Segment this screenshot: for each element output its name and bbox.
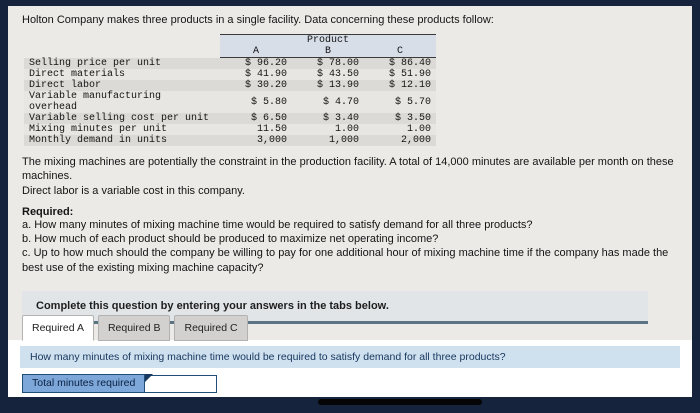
cell-value: $ 5.80: [250, 96, 287, 108]
row-label: Selling price per unit: [29, 57, 162, 69]
answer-tabs: Required A Required B Required C: [22, 315, 248, 341]
table-row: Direct materials $ 41.90 $ 43.50 $ 51.90: [24, 69, 436, 80]
cell-value: $ 12.10: [388, 80, 431, 91]
cell-value: 1,000: [328, 135, 359, 146]
row-label: Monthly demand in units: [29, 135, 168, 146]
tab-required-b[interactable]: Required B: [97, 315, 171, 341]
cell-value: $ 3.50: [394, 113, 431, 124]
cell-value: $ 4.70: [322, 96, 359, 108]
question-bar: How many minutes of mixing machine time …: [20, 346, 680, 368]
table-row: Variable selling cost per unit $ 6.50 $ …: [24, 113, 436, 124]
cell-value: $ 3.40: [322, 113, 359, 124]
cell-value: $ 13.90: [316, 80, 359, 91]
cell-value: $ 86.40: [388, 58, 431, 69]
cell-value: $ 96.20: [244, 58, 287, 69]
row-label: Variable selling cost per unit: [29, 113, 210, 124]
total-minutes-input[interactable]: [145, 374, 218, 394]
instruction-text: Complete this question by entering your …: [36, 300, 389, 313]
cell-value: 11.50: [256, 124, 287, 135]
cell-value: 3,000: [256, 135, 287, 146]
column-header-a: A: [220, 46, 292, 58]
required-title: Required:: [22, 205, 74, 218]
cell-value: 1.00: [334, 124, 359, 135]
required-item-b: b. How much of each product should be pr…: [22, 233, 439, 246]
table-row: Direct labor $ 30.20 $ 13.90 $ 12.10: [24, 80, 436, 91]
row-label: Direct labor: [29, 80, 102, 91]
table-group-header: Product: [220, 34, 436, 46]
cell-value: $ 5.70: [394, 96, 431, 108]
window-handle-bar: [318, 399, 482, 405]
answer-row: Total minutes required: [22, 374, 680, 394]
cell-value: $ 43.50: [316, 69, 359, 80]
row-label: Direct materials: [29, 69, 126, 80]
table-row: Variable manufacturing overhead $ 5.80 $…: [24, 91, 436, 113]
required-a-panel: How many minutes of mixing machine time …: [8, 340, 692, 397]
problem-page: Holton Company makes three products in a…: [8, 6, 692, 397]
intro-text: Holton Company makes three products in a…: [22, 14, 494, 26]
cell-value: $ 41.90: [244, 69, 287, 80]
cell-value: $ 30.20: [244, 80, 287, 91]
table-row: Mixing minutes per unit 11.50 1.00 1.00: [24, 124, 436, 135]
column-header-b: B: [292, 46, 364, 58]
table-column-header-row: A B C: [24, 46, 436, 58]
row-label: Variable manufacturing overhead: [29, 91, 162, 113]
row-label: Mixing minutes per unit: [29, 124, 168, 135]
cell-value: $ 51.90: [388, 69, 431, 80]
constraint-note: The mixing machines are potentially the …: [22, 156, 674, 183]
tab-required-c[interactable]: Required C: [174, 315, 248, 341]
answer-label: Total minutes required: [22, 374, 146, 393]
table-row: Selling price per unit $ 96.20 $ 78.00 $…: [24, 57, 436, 69]
required-item-a: a. How many minutes of mixing machine ti…: [22, 218, 533, 231]
required-item-c: c. Up to how much should the company be …: [22, 247, 669, 274]
empty-header-cell: [24, 46, 220, 58]
answer-input-wrap: [145, 374, 218, 394]
column-header-c: C: [364, 46, 436, 58]
table-row: Monthly demand in units 3,000 1,000 2,00…: [24, 135, 436, 146]
table-group-header-row: Product: [24, 34, 436, 47]
cell-value: $ 78.00: [316, 58, 359, 69]
empty-header-cell: [24, 35, 220, 47]
cell-value: 1.00: [406, 124, 431, 135]
direct-labor-note: Direct labor is a variable cost in this …: [22, 184, 245, 197]
cell-value: $ 6.50: [250, 113, 287, 124]
product-data-table: Product A B C Selling price per unit $ 9…: [24, 34, 436, 146]
cell-value: 2,000: [400, 135, 431, 146]
tab-required-a[interactable]: Required A: [22, 315, 94, 341]
cell-marker-icon: [145, 374, 154, 382]
